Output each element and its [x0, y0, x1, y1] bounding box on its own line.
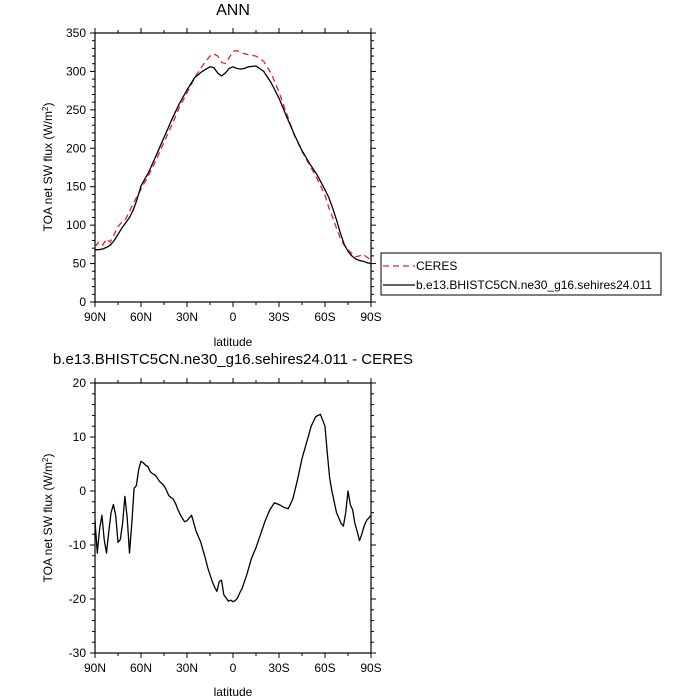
y-tick-label: -20: [69, 592, 87, 606]
y-tick-label: 150: [66, 180, 86, 194]
x-axis-label: latitude: [214, 335, 253, 349]
legend-box: [380, 252, 662, 296]
y-tick-label: 20: [73, 376, 87, 390]
y-tick-label: 200: [66, 141, 86, 155]
y-axis-label: TOA net SW flux (W/m2): [41, 454, 55, 583]
y-tick-label: -10: [69, 538, 87, 552]
x-tick-label: 90S: [360, 310, 381, 324]
y-tick-label: 300: [66, 64, 86, 78]
x-tick-label: 90N: [84, 310, 106, 324]
y-tick-label: 100: [66, 218, 86, 232]
x-tick-label: 60S: [314, 310, 335, 324]
x-tick-label: 90S: [360, 661, 381, 675]
y-tick-label: 250: [66, 103, 86, 117]
y-tick-label: 350: [66, 26, 86, 40]
x-tick-label: 30N: [176, 661, 198, 675]
x-tick-label: 60N: [130, 310, 152, 324]
chart-title: b.e13.BHISTC5CN.ne30_g16.sehires24.011 -…: [53, 351, 413, 368]
chart-title: ANN: [216, 2, 250, 19]
x-tick-label: 90N: [84, 661, 106, 675]
y-tick-label: 0: [79, 295, 86, 309]
plot-area: [94, 413, 372, 603]
x-tick-label: 30S: [268, 310, 289, 324]
legend: CERES b.e13.BHISTC5CN.ne30_g16.sehires24…: [380, 252, 662, 296]
series-line-model: [95, 65, 372, 265]
x-tick-label: 60N: [130, 661, 152, 675]
legend-label-ceres: CERES: [416, 259, 457, 273]
x-axis-label: latitude: [214, 685, 253, 699]
y-tick-label: 0: [79, 484, 86, 498]
x-tick-label: 0: [230, 661, 237, 675]
chart-top: ANN 90N 60N 30N 0 30S 60S 90S 0 50 100 150 200 250 30…: [41, 2, 382, 349]
plot-area: [94, 50, 372, 265]
x-tick-label: 30S: [268, 661, 289, 675]
y-tick-label: 10: [73, 430, 87, 444]
y-tick-label: -30: [69, 646, 87, 660]
axes: 90N 60N 30N 0 30S 60S 90S 0 50 100 150 200 250 300 350: [66, 26, 382, 324]
legend-label-model: b.e13.BHISTC5CN.ne30_g16.sehires24.011: [416, 278, 652, 292]
x-tick-label: 30N: [176, 310, 198, 324]
y-tick-label: 50: [73, 257, 87, 271]
plot-frame: [94, 382, 372, 654]
x-tick-label: 0: [230, 310, 237, 324]
axes: 90N 60N 30N 0 30S 60S 90S -30 -20 -10 0 10 20: [69, 376, 382, 675]
chart-bottom: b.e13.BHISTC5CN.ne30_g16.sehires24.011 -…: [41, 351, 413, 699]
plot-frame: [94, 32, 372, 303]
series-line-ceres: [94, 50, 372, 261]
y-axis-label: TOA net SW flux (W/m2): [41, 103, 55, 232]
series-line-model: [94, 413, 372, 603]
x-tick-label: 60S: [314, 661, 335, 675]
